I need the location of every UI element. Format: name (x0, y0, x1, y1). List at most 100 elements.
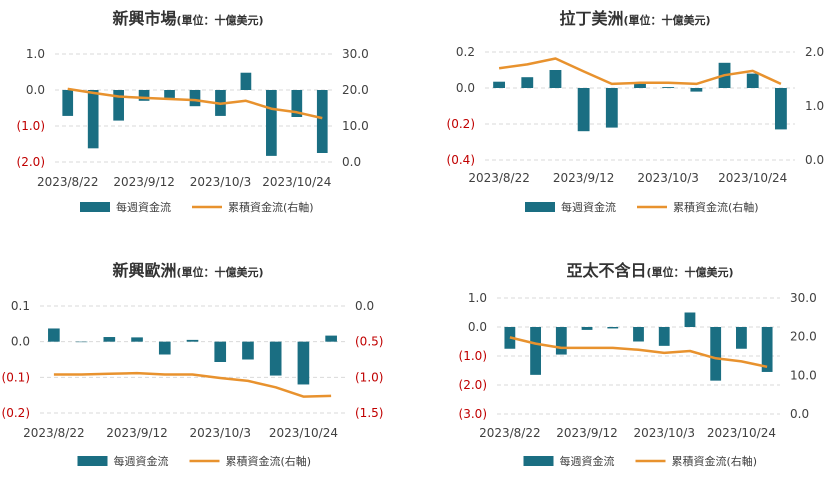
x-tick-label: 2023/10/3 (633, 426, 695, 440)
legend-label-weekly: 每週資金流 (561, 200, 616, 214)
legend-swatch-bar (525, 202, 555, 212)
x-tick-label: 2023/9/12 (106, 426, 168, 440)
legend-label-weekly: 每週資金流 (116, 200, 171, 214)
x-tick-label: 2023/9/12 (556, 426, 618, 440)
chart-title-unit: (單位：十億美元) (623, 13, 710, 27)
x-tick-label: 2023/9/12 (553, 171, 615, 185)
y-right-tick-label: 0.0 (355, 299, 374, 313)
chart-title: 亞太不含日(單位：十億美元) (566, 261, 733, 280)
y-left-tick-label: 0.0 (456, 81, 475, 95)
y-right-tick-label: 0.0 (790, 407, 809, 421)
bar-weekly-flow (240, 72, 252, 90)
bar-weekly-flow (87, 90, 99, 149)
legend-swatch-bar (80, 202, 110, 212)
bar-weekly-flow (75, 341, 88, 343)
y-left-tick-label: 0.0 (11, 335, 30, 349)
bar-weekly-flow (138, 90, 150, 101)
chart-title: 新興市場(單位：十億美元) (112, 9, 263, 28)
legend-swatch-bar (523, 456, 554, 466)
bar-weekly-flow (325, 335, 337, 342)
bar-weekly-flow (103, 337, 116, 342)
chart-title-unit: (單位：十億美元) (646, 265, 733, 279)
bar-weekly-flow (634, 83, 646, 88)
x-tick-label: 2023/10/24 (707, 426, 776, 440)
bar-weekly-flow (158, 341, 171, 355)
y-right-tick-label: 30.0 (790, 291, 817, 305)
x-tick-label: 2023/10/3 (190, 175, 252, 189)
bar-weekly-flow (493, 81, 506, 88)
bar-weekly-flow (658, 327, 670, 346)
y-left-tick-label: 0.1 (11, 299, 30, 313)
bar-weekly-flow (316, 90, 328, 153)
bar-weekly-flow (297, 341, 310, 385)
chart-title-main: 新興歐洲 (112, 261, 176, 280)
bar-weekly-flow (555, 327, 567, 355)
bar-weekly-flow (48, 328, 60, 342)
bar-weekly-flow (736, 327, 747, 349)
bar-weekly-flow (605, 88, 618, 128)
bar-weekly-flow (690, 88, 703, 92)
y-left-tick-label: (0.4) (447, 153, 475, 167)
bar-weekly-flow (291, 90, 303, 117)
bar-weekly-flow (62, 90, 74, 116)
bar-weekly-flow (131, 337, 143, 342)
y-left-tick-label: (2.0) (17, 155, 45, 169)
bar-weekly-flow (186, 339, 199, 342)
chart-title-unit: (單位：十億美元) (176, 265, 263, 279)
y-right-tick-label: 20.0 (790, 330, 817, 344)
bar-weekly-flow (164, 90, 175, 98)
x-tick-label: 2023/8/22 (468, 171, 530, 185)
y-left-tick-label: 0.0 (468, 320, 487, 334)
bar-weekly-flow (577, 88, 590, 132)
legend-label-weekly: 每週資金流 (560, 454, 615, 468)
bar-weekly-flow (266, 90, 277, 156)
chart-title-main: 拉丁美洲 (559, 9, 623, 28)
x-tick-label: 2023/10/24 (718, 171, 787, 185)
bar-weekly-flow (633, 327, 644, 342)
chart-title-main: 亞太不含日 (566, 261, 646, 280)
chart-panel-1: 新興市場(單位：十億美元) (2.0) (1.0) 0.0 1.0 0.0 10.0 20.0… (17, 9, 369, 214)
bar-weekly-flow (113, 90, 124, 121)
y-left-tick-label: 0.2 (456, 45, 475, 59)
bar-weekly-flow (521, 77, 534, 88)
legend-label-cumulative: 累積資金流(右軸) (228, 200, 314, 214)
y-left-tick-label: (1.0) (17, 119, 45, 133)
x-tick-label: 2023/8/22 (479, 426, 541, 440)
legend-label-cumulative: 累積資金流(右軸) (672, 454, 758, 468)
y-left-tick-label: 0.0 (26, 83, 45, 97)
x-tick-label: 2023/10/3 (637, 171, 699, 185)
y-right-tick-label: 0.0 (805, 153, 824, 167)
y-left-tick-label: (0.1) (2, 370, 30, 384)
y-right-tick-label: 30.0 (342, 47, 369, 61)
y-right-tick-label: (1.0) (355, 370, 383, 384)
x-tick-label: 2023/9/12 (113, 175, 175, 189)
y-left-tick-label: (0.2) (447, 117, 475, 131)
bar-weekly-flow (607, 327, 619, 329)
y-left-tick-label: 1.0 (26, 47, 45, 61)
x-tick-label: 2023/8/22 (23, 426, 85, 440)
legend-swatch-bar (77, 456, 108, 466)
bar-weekly-flow (774, 88, 787, 130)
chart-title-main: 新興市場 (112, 9, 176, 28)
bar-weekly-flow (761, 327, 773, 372)
line-cumulative-flow (67, 87, 323, 120)
y-right-tick-label: 1.0 (805, 99, 824, 113)
chart-title: 新興歐洲(單位：十億美元) (112, 261, 263, 280)
x-tick-label: 2023/10/3 (189, 426, 251, 440)
legend-label-cumulative: 累積資金流(右軸) (226, 454, 312, 468)
bar-weekly-flow (269, 341, 282, 376)
chart-panel-4: 亞太不含日(單位：十億美元) (3.0) (2.0) (1.0) 0.0 1.0 0.0 10… (459, 261, 817, 468)
y-left-tick-label: 1.0 (468, 291, 487, 305)
bar-weekly-flow (662, 87, 675, 88)
y-right-tick-label: (1.5) (355, 406, 383, 420)
chart-title-unit: (單位：十億美元) (176, 13, 263, 27)
y-left-tick-label: (3.0) (459, 407, 487, 421)
y-right-tick-label: 20.0 (342, 83, 369, 97)
legend-label-weekly: 每週資金流 (114, 454, 169, 468)
bar-weekly-flow (530, 327, 541, 375)
chart-panel-3: 新興歐洲(單位：十億美元) (0.2) (0.1) 0.0 0.1 0.0 (0.5) (1.… (2, 261, 384, 468)
legend-label-cumulative: 累積資金流(右軸) (673, 200, 759, 214)
bar-weekly-flow (189, 90, 201, 107)
line-cumulative-flow (498, 57, 782, 86)
